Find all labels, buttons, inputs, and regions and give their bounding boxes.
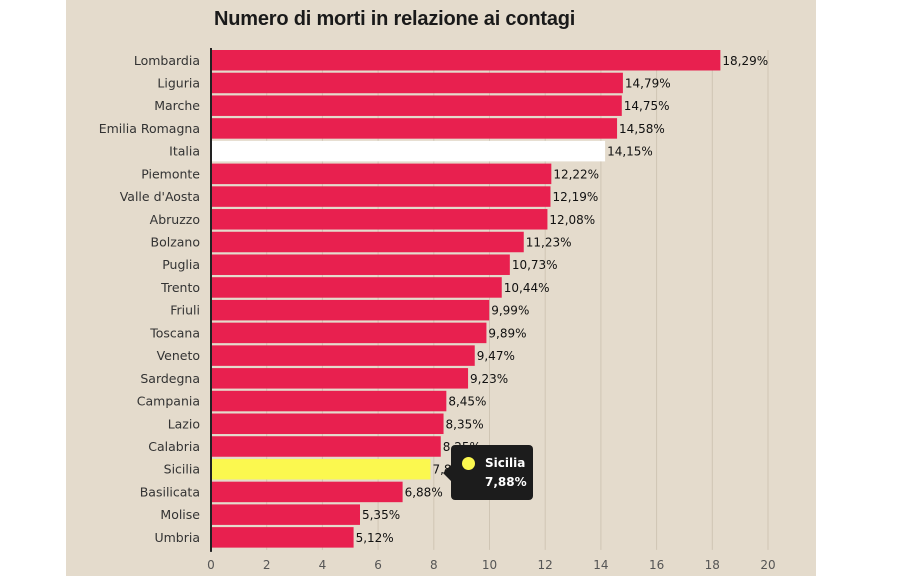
category-label: Toscana bbox=[149, 325, 200, 340]
bar[interactable] bbox=[212, 277, 502, 298]
category-label: Lazio bbox=[168, 416, 200, 431]
bar[interactable] bbox=[212, 186, 551, 207]
value-label: 12,22% bbox=[553, 167, 599, 181]
bar[interactable] bbox=[212, 72, 623, 94]
x-tick-label: 0 bbox=[207, 558, 215, 572]
tooltip-value: 7,88% bbox=[485, 475, 527, 489]
bar[interactable] bbox=[212, 95, 622, 116]
category-label: Liguria bbox=[157, 75, 200, 90]
bar[interactable] bbox=[212, 322, 487, 344]
tooltip-name: Sicilia bbox=[485, 456, 526, 470]
value-label: 14,58% bbox=[619, 122, 665, 136]
category-label: Valle d'Aosta bbox=[120, 189, 200, 204]
value-label: 9,23% bbox=[470, 372, 508, 386]
category-label: Campania bbox=[137, 394, 200, 409]
tooltip-dot-icon bbox=[462, 457, 475, 470]
category-label: Trento bbox=[160, 280, 200, 295]
value-label: 18,29% bbox=[722, 54, 768, 68]
x-tick-label: 16 bbox=[649, 558, 664, 572]
x-tick-label: 12 bbox=[538, 558, 553, 572]
value-label: 10,73% bbox=[512, 258, 558, 272]
value-label: 12,08% bbox=[549, 213, 595, 227]
x-tick-label: 4 bbox=[319, 558, 327, 572]
bar[interactable] bbox=[212, 458, 431, 480]
category-label: Piemonte bbox=[141, 166, 200, 181]
bar[interactable] bbox=[212, 504, 360, 525]
category-label: Basilicata bbox=[140, 484, 200, 499]
bar[interactable] bbox=[212, 163, 552, 185]
category-label: Calabria bbox=[148, 439, 200, 454]
value-label: 6,88% bbox=[405, 485, 443, 499]
category-label: Friuli bbox=[170, 303, 200, 318]
bar[interactable] bbox=[212, 413, 444, 435]
value-label: 9,89% bbox=[488, 326, 526, 340]
value-label: 14,15% bbox=[607, 145, 653, 159]
category-label: Puglia bbox=[162, 257, 200, 272]
tooltip: Sicilia 7,88% bbox=[443, 445, 533, 500]
category-label: Sardegna bbox=[140, 371, 200, 386]
value-label: 12,19% bbox=[552, 190, 598, 204]
bar[interactable] bbox=[212, 231, 524, 253]
bar[interactable] bbox=[212, 368, 469, 389]
value-label: 14,79% bbox=[625, 76, 671, 90]
value-label: 8,45% bbox=[448, 395, 486, 409]
bar[interactable] bbox=[212, 436, 441, 457]
bar[interactable] bbox=[212, 481, 403, 503]
bars bbox=[212, 50, 721, 548]
x-tick-label: 20 bbox=[760, 558, 775, 572]
bar[interactable] bbox=[212, 345, 475, 366]
category-label: Emilia Romagna bbox=[99, 121, 200, 136]
value-label: 9,99% bbox=[491, 304, 529, 318]
value-label: 9,47% bbox=[477, 349, 515, 363]
category-label: Marche bbox=[154, 98, 200, 113]
value-label: 8,35% bbox=[446, 417, 484, 431]
x-tick-label: 2 bbox=[263, 558, 271, 572]
category-label: Abruzzo bbox=[150, 212, 200, 227]
x-tick-label: 18 bbox=[705, 558, 720, 572]
category-label: Lombardia bbox=[134, 53, 200, 68]
bar[interactable] bbox=[212, 254, 510, 275]
value-label: 10,44% bbox=[504, 281, 550, 295]
bar[interactable] bbox=[212, 390, 447, 412]
category-label: Veneto bbox=[157, 348, 200, 363]
value-label: 5,35% bbox=[362, 508, 400, 522]
category-label: Umbria bbox=[154, 530, 200, 545]
x-tick-label: 14 bbox=[593, 558, 608, 572]
x-tick-label: 6 bbox=[374, 558, 382, 572]
category-label: Italia bbox=[169, 144, 200, 159]
bar[interactable] bbox=[212, 50, 721, 71]
bar[interactable] bbox=[212, 140, 606, 162]
value-label: 11,23% bbox=[526, 236, 572, 250]
x-tick-labels: 0 2 4 6 8 10 12 14 16 18 20 bbox=[207, 558, 775, 572]
category-label: Sicilia bbox=[164, 462, 200, 477]
value-label: 5,12% bbox=[356, 531, 394, 545]
category-label: Molise bbox=[160, 507, 200, 522]
bar[interactable] bbox=[212, 299, 490, 321]
chart-title: Numero di morti in relazione ai contagi bbox=[214, 8, 576, 30]
category-label: Bolzano bbox=[151, 235, 201, 250]
value-label: 14,75% bbox=[624, 99, 670, 113]
bar[interactable] bbox=[212, 209, 548, 230]
bar[interactable] bbox=[212, 118, 618, 139]
x-tick-label: 8 bbox=[430, 558, 438, 572]
category-labels: Lombardia Liguria Marche Emilia Romagna Ital… bbox=[99, 53, 201, 545]
bar[interactable] bbox=[212, 527, 354, 548]
x-tick-label: 10 bbox=[482, 558, 497, 572]
